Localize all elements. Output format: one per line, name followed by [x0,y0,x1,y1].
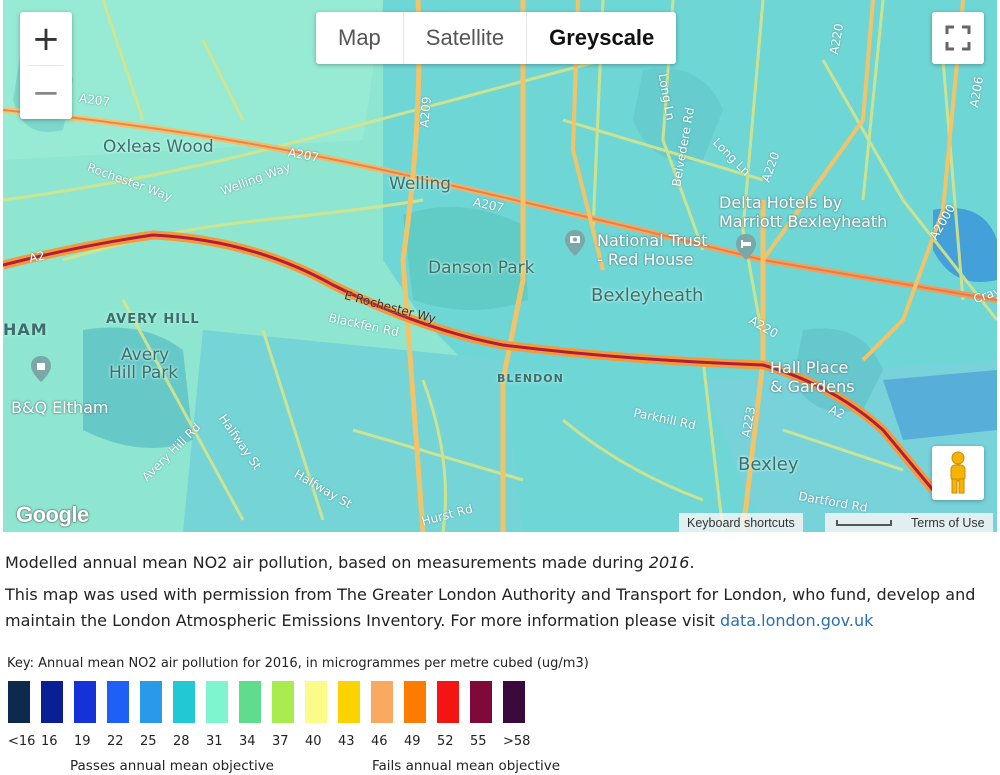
google-logo[interactable]: Google [16,502,89,527]
scale-bar [836,519,892,526]
place-avery-hill: AVERY HILL [106,312,200,327]
fullscreen-button[interactable] [932,12,984,64]
key-level-label: 22 [107,734,124,749]
key-swatch [404,681,426,723]
street-view-pegman-button[interactable] [932,446,984,500]
poi-delta-hotels-2[interactable]: Marriott Bexleyheath [719,212,888,231]
key-swatch [437,681,459,723]
key-level-label: 28 [173,734,190,749]
caption-line1-suffix: . [689,553,695,572]
key-level-label: 31 [206,734,223,749]
place-blendon: BLENDON [497,372,564,385]
key-swatch [74,681,96,723]
key-swatch [272,681,294,723]
key-level-label: 55 [470,734,487,749]
key-swatch [41,681,63,723]
zoom-control: + − [20,12,72,119]
key-labels: <16 16 19 22 25 28 31 34 37 40 43 46 49 52 55 >58 [8,734,536,749]
zoom-in-button[interactable]: + [31,18,61,59]
key-swatch [140,681,162,723]
map-type-greyscale-button[interactable]: Greyscale [549,25,655,50]
key-level-label: 25 [140,734,157,749]
place-bexley: Bexley [738,454,799,475]
poi-bq-eltham[interactable]: B&Q Eltham [11,398,109,417]
permission-line: This map was used with permission from T… [5,585,976,630]
key-swatch [206,681,228,723]
key-level-label: 16 [41,734,58,749]
key-swatch [239,681,261,723]
place-bexleyheath: Bexleyheath [591,285,704,306]
poi-national-trust-1[interactable]: National Trust [597,231,708,250]
key-swatch [470,681,492,723]
key-title: Key: Annual mean NO2 air pollution for 2… [7,656,589,671]
pegman-icon [950,451,966,494]
key-level-label: 52 [437,734,454,749]
place-avery-hill-park-2: Hill Park [109,363,179,383]
hotel-poi-icon[interactable] [736,234,756,260]
key-level-label: 43 [338,734,355,749]
map-type-map-button[interactable]: Map [316,12,404,64]
map-type-satellite-button[interactable]: Satellite [404,12,528,64]
poi-hall-place-1[interactable]: Hall Place [770,358,849,377]
data-london-link[interactable]: data.london.gov.uk [720,611,874,630]
poi-national-trust-2[interactable]: - Red House [597,250,694,269]
key-level-label: 34 [239,734,256,749]
map-scale[interactable] [825,513,903,532]
map-caption: Modelled annual mean NO2 air pollution, … [5,550,995,576]
place-oxleas-wood: Oxleas Wood [103,137,214,157]
key-level-label: <16 [8,734,36,749]
key-swatch [338,681,360,723]
terms-of-use-link[interactable]: Terms of Use [903,513,993,532]
key-level-label: 40 [305,734,322,749]
place-welling: Welling [389,174,452,194]
map-type-control: Map Satellite Greyscale [316,12,677,64]
key-swatch [305,681,327,723]
key-level-label: >58 [503,734,531,749]
key-swatch [371,681,393,723]
pollution-map[interactable]: Oxleas Wood Welling Danson Park Bexleyhe… [3,0,997,532]
key-level-label: 46 [371,734,388,749]
passes-objective-label: Passes annual mean objective [70,758,274,774]
key-level-label: 49 [404,734,421,749]
poi-delta-hotels-1[interactable]: Delta Hotels by [719,193,843,212]
fails-objective-label: Fails annual mean objective [372,758,561,774]
place-avery-hill-park-1: Avery [121,345,170,365]
map-tiles [3,0,997,532]
key-swatch [173,681,195,723]
caption-line1-prefix: Modelled annual mean NO2 air pollution, … [5,553,649,572]
key-level-label: 37 [272,734,289,749]
permission-text: This map was used with permission from T… [5,582,995,634]
caption-year: 2016 [648,553,690,572]
zoom-separator [28,65,64,66]
key-swatch [8,681,30,723]
place-ham: HAM [3,320,48,339]
shopping-poi-icon[interactable] [31,356,51,382]
zoom-out-button[interactable]: − [31,72,61,113]
key-level-label: 19 [74,734,91,749]
key-swatch [107,681,129,723]
poi-hall-place-2[interactable]: & Gardens [770,377,855,396]
fullscreen-icon [945,25,971,51]
keyboard-shortcuts-link[interactable]: Keyboard shortcuts [679,513,803,532]
place-danson-park: Danson Park [428,258,535,278]
key-swatches [8,681,536,723]
camera-poi-icon[interactable] [565,230,585,256]
key-swatch [503,681,525,723]
road-a209: A209 [417,95,434,129]
